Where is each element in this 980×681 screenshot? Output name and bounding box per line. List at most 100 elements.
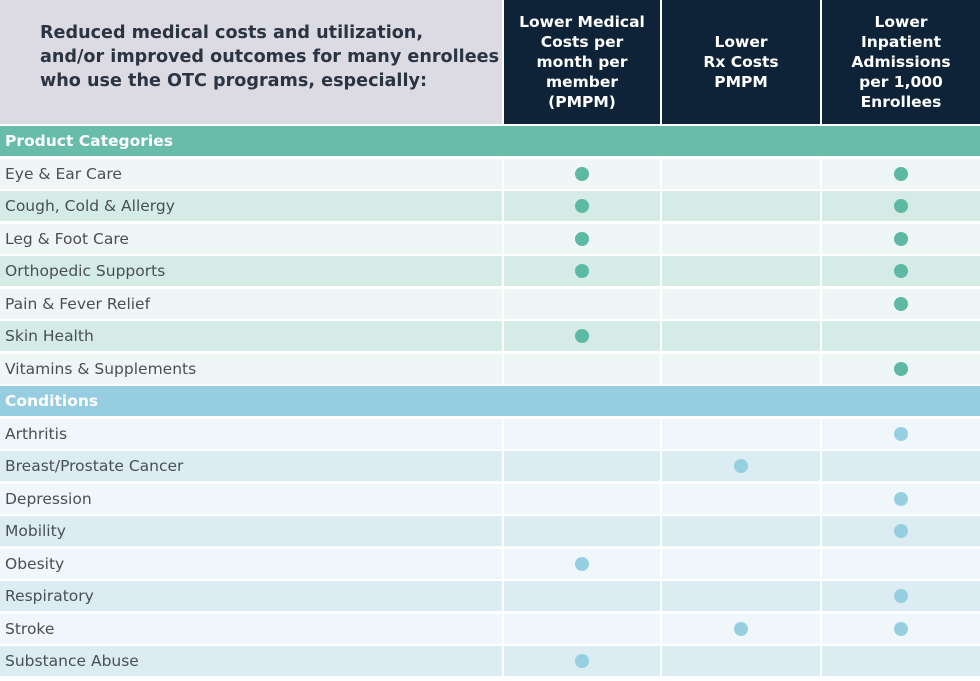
mark-cell xyxy=(504,321,660,351)
mark-cell xyxy=(822,581,980,611)
column-header-rx-costs: Lower Rx Costs PMPM xyxy=(662,0,820,124)
row-label-cell: Obesity xyxy=(0,548,502,579)
row-label-cell: Eye & Ear Care xyxy=(0,158,502,189)
check-dot-icon xyxy=(734,459,748,473)
mark-cell xyxy=(504,353,660,384)
intro-line: and/or improved outcomes for many enroll… xyxy=(40,47,500,67)
mark-cell xyxy=(822,483,980,514)
table-header: Reduced medical costs and utilization, an… xyxy=(0,0,980,126)
row-label: Stroke xyxy=(5,619,55,638)
table-row: Pain & Fever Relief xyxy=(0,288,980,319)
mark-cell xyxy=(662,256,820,286)
table-row: Skin Health xyxy=(0,321,980,351)
table-row: Obesity xyxy=(0,548,980,579)
column-header-line: per 1,000 xyxy=(859,73,943,91)
check-dot-icon xyxy=(575,264,589,278)
table-row: Mobility xyxy=(0,516,980,546)
column-header-line: Lower xyxy=(874,13,928,31)
row-label: Orthopedic Supports xyxy=(5,262,166,280)
intro-text: Reduced medical costs and utilization, an… xyxy=(0,0,502,124)
column-header-line: Enrollees xyxy=(860,93,942,111)
column-header-medical-costs: Lower Medical Costs per month per member (PM… xyxy=(504,0,660,124)
row-label-cell: Orthopedic Supports xyxy=(0,256,502,286)
row-label-cell: Stroke xyxy=(0,613,502,644)
mark-cell xyxy=(822,321,980,351)
mark-cell xyxy=(662,353,820,384)
row-label-cell: Vitamins & Supplements xyxy=(0,353,502,384)
row-label: Leg & Foot Care xyxy=(5,229,129,248)
mark-cell xyxy=(662,158,820,189)
row-label-cell: Arthritis xyxy=(0,418,502,449)
intro-line: who use the OTC programs, especially: xyxy=(40,71,427,91)
table-row: Leg & Foot Care xyxy=(0,223,980,254)
mark-cell xyxy=(822,353,980,384)
mark-cell xyxy=(662,223,820,254)
column-header-line: PMPM xyxy=(714,73,768,91)
column-header-line: Lower Medical xyxy=(519,13,645,31)
column-header-line: (PMPM) xyxy=(548,93,616,111)
column-header-line: Rx Costs xyxy=(703,53,779,71)
mark-cell xyxy=(504,418,660,449)
mark-cell xyxy=(662,321,820,351)
mark-cell xyxy=(504,288,660,319)
check-dot-icon xyxy=(575,231,589,246)
mark-cell xyxy=(662,646,820,676)
intro-line: Reduced medical costs and utilization, xyxy=(40,23,424,43)
check-dot-icon xyxy=(734,621,748,636)
mark-cell xyxy=(662,516,820,546)
table-row: Eye & Ear Care xyxy=(0,158,980,189)
row-label: Cough, Cold & Allergy xyxy=(5,197,175,215)
mark-cell xyxy=(504,516,660,546)
mark-cell xyxy=(822,223,980,254)
mark-cell xyxy=(822,191,980,221)
row-label-cell: Skin Health xyxy=(0,321,502,351)
mark-cell xyxy=(662,483,820,514)
row-label-cell: Mobility xyxy=(0,516,502,546)
mark-cell xyxy=(822,516,980,546)
check-dot-icon xyxy=(575,199,589,213)
column-header-line: Costs per xyxy=(540,33,624,51)
row-label-cell: Leg & Foot Care xyxy=(0,223,502,254)
mark-cell xyxy=(822,158,980,189)
row-label: Substance Abuse xyxy=(5,652,139,670)
check-dot-icon xyxy=(894,491,908,506)
row-label-cell: Cough, Cold & Allergy xyxy=(0,191,502,221)
mark-cell xyxy=(822,256,980,286)
check-dot-icon xyxy=(894,589,908,603)
mark-cell xyxy=(822,646,980,676)
column-header-line: Lower xyxy=(714,33,768,51)
table-row: Respiratory xyxy=(0,581,980,611)
row-label: Vitamins & Supplements xyxy=(5,359,197,378)
column-header-line: month per xyxy=(536,53,628,71)
check-dot-icon xyxy=(894,361,908,376)
row-label: Skin Health xyxy=(5,327,94,345)
column-header-line: member xyxy=(545,73,619,91)
mark-cell xyxy=(504,483,660,514)
row-label-cell: Breast/Prostate Cancer xyxy=(0,451,502,481)
row-label: Mobility xyxy=(5,522,66,540)
row-label: Depression xyxy=(5,489,92,508)
check-dot-icon xyxy=(575,329,589,343)
table-row: Vitamins & Supplements xyxy=(0,353,980,384)
table-row: Breast/Prostate Cancer xyxy=(0,451,980,481)
row-label-cell: Depression xyxy=(0,483,502,514)
check-dot-icon xyxy=(894,199,908,213)
check-dot-icon xyxy=(894,621,908,636)
check-dot-icon xyxy=(894,231,908,246)
mark-cell xyxy=(504,191,660,221)
mark-cell xyxy=(822,288,980,319)
section-header-product: Product Categories xyxy=(0,126,980,156)
table-row: Arthritis xyxy=(0,418,980,449)
check-dot-icon xyxy=(894,264,908,278)
mark-cell xyxy=(662,288,820,319)
table-row: Depression xyxy=(0,483,980,514)
row-label-cell: Pain & Fever Relief xyxy=(0,288,502,319)
row-label-cell: Respiratory xyxy=(0,581,502,611)
column-header-line: Admissions xyxy=(851,53,951,71)
mark-cell xyxy=(662,613,820,644)
mark-cell xyxy=(662,581,820,611)
mark-cell xyxy=(662,418,820,449)
check-dot-icon xyxy=(894,426,908,441)
section-header-conditions: Conditions xyxy=(0,386,980,416)
